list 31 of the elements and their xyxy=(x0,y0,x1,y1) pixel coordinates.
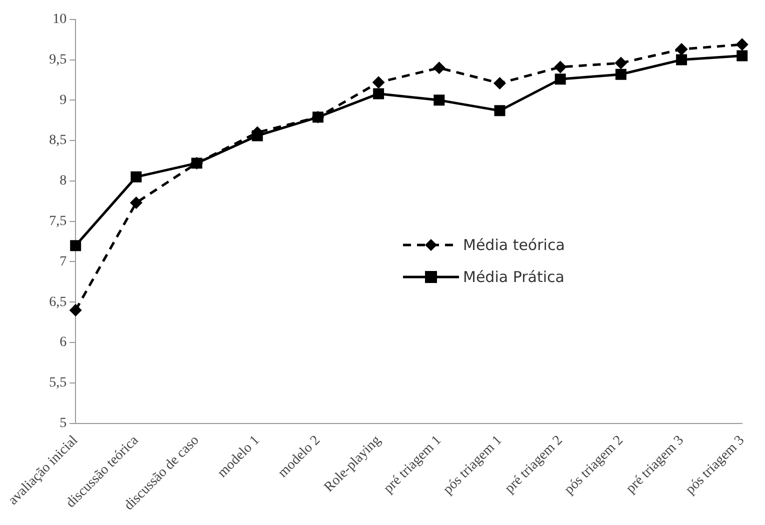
y-tick-label: 8,5 xyxy=(49,133,67,148)
point xyxy=(130,197,142,209)
y-tick-label: 7 xyxy=(60,254,67,270)
point xyxy=(615,57,627,69)
point xyxy=(433,62,445,74)
y-tick-label: 10 xyxy=(52,12,67,28)
y-tick-label: 5 xyxy=(60,416,67,431)
y-tick-label: 6,5 xyxy=(49,294,67,310)
point xyxy=(615,68,626,80)
y-tick-label: 7,5 xyxy=(49,214,67,230)
y-tick-label: 6 xyxy=(60,335,67,350)
y-tick-label: 5,5 xyxy=(49,376,67,391)
point xyxy=(676,54,688,66)
point xyxy=(434,94,445,106)
y-tick-label: 9,5 xyxy=(49,52,67,68)
point xyxy=(372,76,384,88)
y-tick-label: 9 xyxy=(60,92,67,108)
point xyxy=(676,44,688,56)
y-tick-label: 8 xyxy=(60,174,67,189)
point xyxy=(130,171,142,182)
point xyxy=(554,74,566,85)
point xyxy=(494,105,506,116)
point xyxy=(373,88,384,100)
point xyxy=(736,50,748,62)
legend-label: Média teórica xyxy=(463,236,565,254)
point xyxy=(70,240,82,252)
point xyxy=(554,61,566,73)
point xyxy=(736,38,748,50)
point xyxy=(70,304,82,316)
legend-label: Média Prática xyxy=(463,268,564,286)
point xyxy=(494,77,506,89)
